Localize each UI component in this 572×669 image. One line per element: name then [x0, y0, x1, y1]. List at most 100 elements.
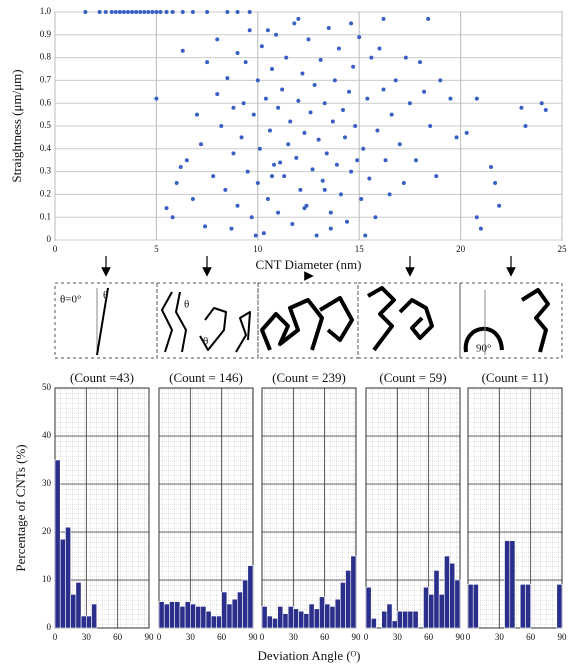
point [146, 10, 151, 14]
bar [226, 603, 233, 629]
bar [247, 565, 254, 629]
point [219, 124, 224, 128]
bar [293, 608, 299, 629]
point [241, 101, 246, 106]
point [397, 142, 402, 147]
point [401, 181, 406, 185]
point [276, 105, 281, 110]
y-tick-label: 0.9 [40, 29, 52, 39]
y-tick-label: 20 [42, 526, 52, 536]
point [215, 37, 220, 42]
point [294, 155, 299, 160]
panel-title: (Count = 239) [272, 370, 346, 385]
bar [287, 606, 294, 629]
point [497, 203, 502, 208]
point [539, 101, 544, 106]
bar [242, 579, 249, 629]
x-tick-label: 5 [154, 244, 159, 254]
x-tick-label: 60 [526, 632, 536, 642]
y-tick-label: 0.3 [40, 166, 52, 176]
point [363, 233, 368, 238]
x-tick-label: 30 [495, 632, 505, 642]
point [349, 169, 354, 174]
point [367, 176, 372, 181]
x-tick-label: 25 [558, 244, 568, 254]
point [265, 196, 270, 201]
y-tick-label: 0 [47, 234, 52, 244]
point [194, 112, 199, 117]
point [274, 32, 279, 37]
panel-title: (Count = 11) [482, 370, 549, 385]
bar [365, 586, 372, 629]
bar [525, 584, 531, 629]
bar [402, 610, 409, 629]
point [326, 25, 331, 30]
bar [163, 603, 170, 629]
bar [519, 584, 526, 629]
bar [195, 606, 202, 629]
bar [298, 610, 305, 629]
point [426, 16, 431, 21]
point [478, 226, 483, 231]
point [381, 16, 386, 21]
point [126, 10, 131, 14]
y-tick-label: 50 [42, 382, 52, 392]
point [134, 10, 139, 14]
point [361, 146, 366, 151]
point [543, 108, 548, 113]
point [332, 78, 337, 83]
bar [231, 598, 238, 629]
y-tick-label: 0.7 [40, 74, 52, 84]
bar [86, 615, 92, 629]
point [284, 55, 289, 60]
bar [91, 603, 98, 629]
x-axis-label: CNT Diameter (nm) [256, 257, 362, 272]
point [381, 87, 386, 92]
panel-title: (Count =43) [70, 370, 134, 385]
point [249, 215, 254, 220]
point [229, 226, 234, 231]
bar [308, 603, 315, 629]
bar [407, 610, 414, 629]
bar [174, 601, 181, 629]
point [328, 226, 333, 231]
y-tick-label: 0.2 [40, 188, 51, 198]
point [251, 112, 256, 117]
point [489, 165, 494, 170]
point [276, 210, 281, 215]
point [178, 165, 183, 170]
point [338, 192, 343, 197]
point [121, 10, 126, 14]
point [190, 196, 195, 201]
x-tick-label: 60 [424, 632, 434, 642]
point [519, 105, 524, 110]
point [373, 215, 378, 220]
bar [313, 608, 320, 629]
bar [205, 610, 212, 629]
point [223, 187, 228, 192]
bar [261, 606, 268, 629]
point [318, 57, 323, 62]
plot-area [158, 387, 254, 629]
bar [381, 610, 388, 629]
diagram-label: θ [203, 336, 208, 348]
point [130, 10, 135, 14]
point [353, 124, 358, 128]
point [310, 167, 315, 172]
bar [334, 598, 341, 629]
bar [504, 540, 511, 629]
bar [340, 582, 346, 629]
point [308, 110, 313, 115]
point [330, 119, 335, 124]
point [464, 130, 469, 135]
y-tick-label: 0.1 [40, 211, 51, 221]
point [314, 233, 319, 238]
y-tick-label: 10 [42, 574, 52, 584]
x-tick-label: 30 [82, 632, 92, 642]
x-tick-label: 0 [157, 632, 162, 642]
bar [350, 555, 357, 629]
point [365, 96, 370, 101]
point [203, 224, 208, 229]
y-tick-label: 1.0 [40, 6, 52, 16]
